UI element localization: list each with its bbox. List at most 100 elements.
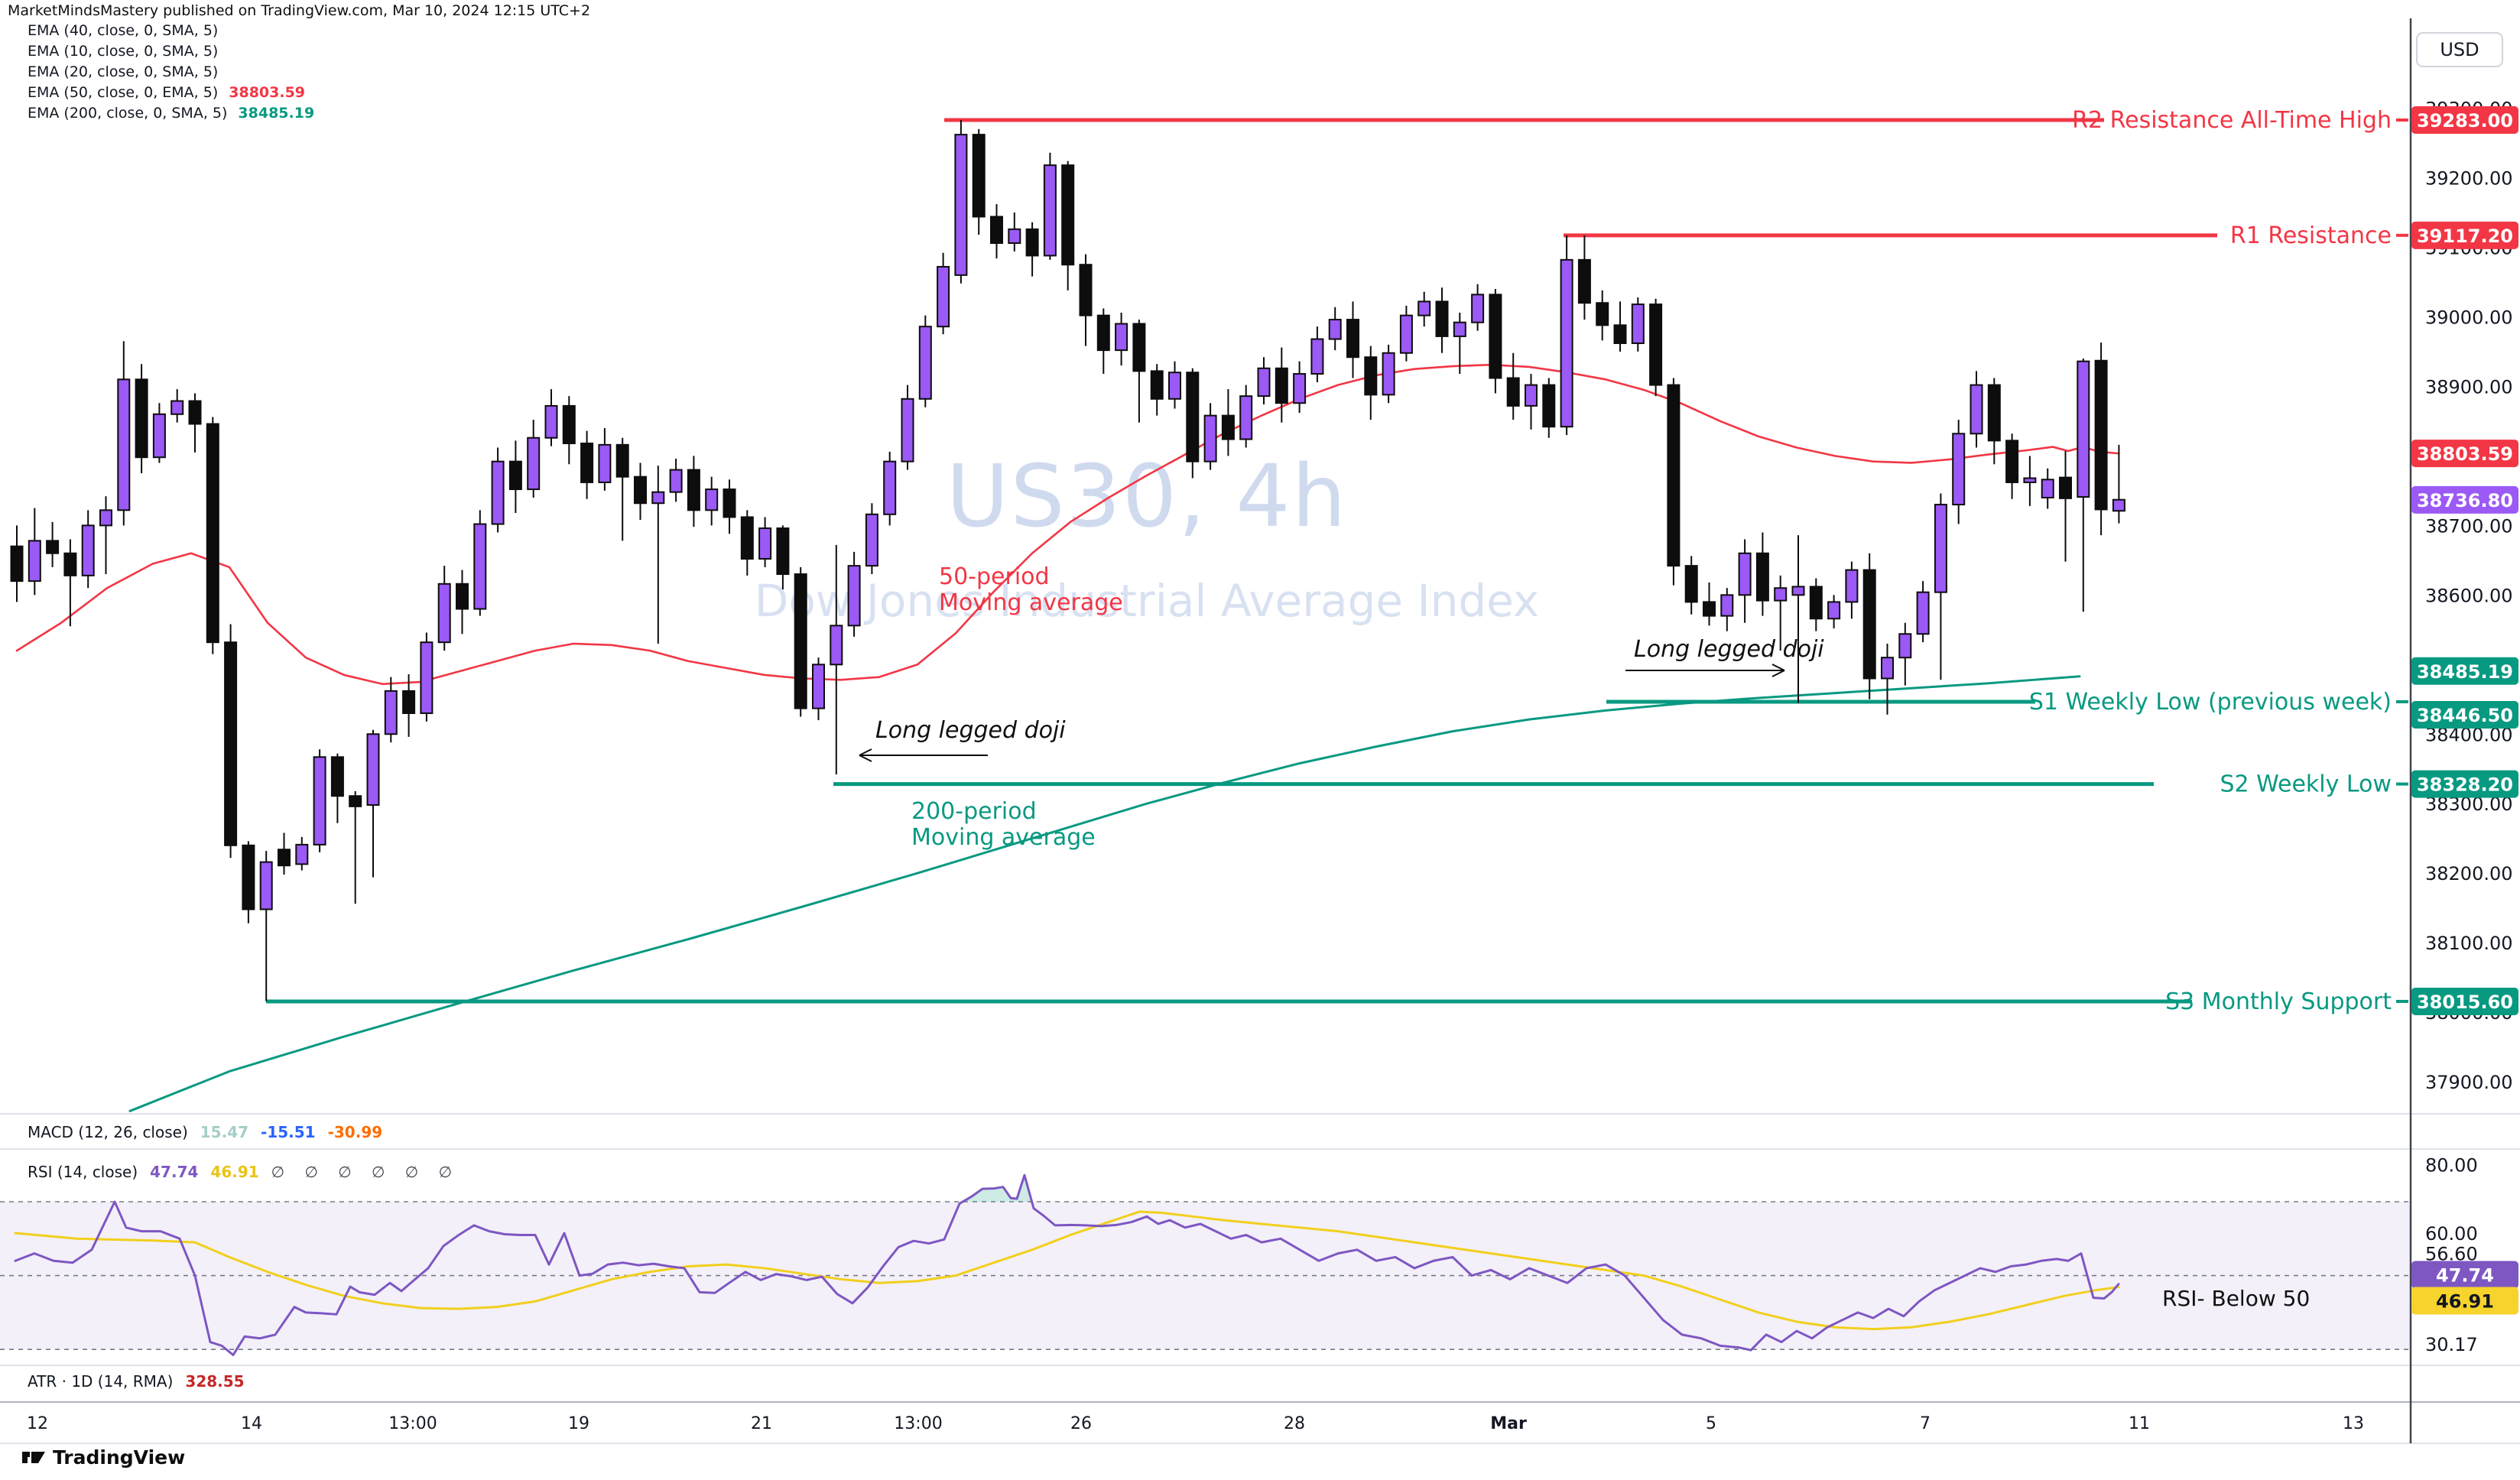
axis-badges: 39283.00 39117.20 38446.50 38328.20 38015.60…	[2411, 106, 2518, 1315]
candle-bullish	[883, 460, 897, 515]
price-tick-label: 39000.00	[2425, 307, 2513, 328]
candle-bearish	[278, 849, 291, 867]
annotation-50ma[interactable]: 50-period Moving average	[939, 563, 1123, 616]
candle-bullish	[847, 565, 861, 627]
candle-bullish	[170, 400, 184, 415]
price-tick-label: 38100.00	[2425, 933, 2513, 954]
annotation-long-legged-doji-1[interactable]: Long legged doji	[875, 717, 1066, 744]
candle-bearish	[2094, 359, 2108, 511]
candle-bullish	[1720, 594, 1734, 617]
candle-bullish	[669, 469, 683, 493]
price-tick-label: 38200.00	[2425, 863, 2513, 884]
candle-bullish	[1418, 300, 1431, 316]
price-tick-label: 38600.00	[2425, 585, 2513, 606]
atr-value: 328.55	[185, 1372, 245, 1391]
candles-layer	[10, 120, 2125, 1001]
candle-bearish	[1577, 258, 1591, 304]
candle-bullish	[1774, 587, 1788, 602]
candle-bearish	[1542, 384, 1556, 428]
price-tick-label: 37900.00	[2425, 1072, 2513, 1093]
candle-bearish	[1346, 319, 1359, 359]
axis-badge-text: 47.74	[2436, 1265, 2494, 1287]
candle-bearish	[615, 443, 629, 478]
candle-bearish	[1096, 314, 1110, 352]
time-tick-label: 14	[241, 1414, 262, 1433]
legend-row-ema40[interactable]: EMA (40, close, 0, SMA, 5)	[28, 22, 219, 39]
ema50-value: 38803.59	[229, 84, 306, 101]
candle-bearish	[224, 641, 238, 846]
axis-badge	[2411, 1287, 2518, 1315]
candle-bearish	[1684, 565, 1698, 603]
candle-bearish	[1061, 164, 1075, 266]
candle-bullish	[1310, 338, 1324, 375]
time-tick-label: 13:00	[894, 1414, 942, 1433]
legend-row-ema200[interactable]: EMA (200, close, 0, SMA, 5) 38485.19	[28, 105, 315, 122]
candle-bearish	[1186, 372, 1200, 462]
atr-legend-row[interactable]: ATR · 1D (14, RMA) 328.55	[28, 1372, 257, 1391]
rsi-line	[14, 1173, 2120, 1356]
candle-bullish	[865, 513, 878, 567]
candle-bearish	[242, 844, 255, 910]
candle-bullish	[1738, 552, 1752, 596]
time-tick-label: Mar	[1490, 1414, 1527, 1433]
atr-label: ATR · 1D (14, RMA)	[28, 1372, 174, 1391]
candle-bearish	[508, 460, 522, 491]
candle-bullish	[1791, 586, 1805, 596]
arrow-head	[859, 748, 872, 756]
time-tick-label: 5	[1706, 1414, 1716, 1433]
currency-toggle-button[interactable]: USD	[2416, 32, 2503, 67]
annotation-rsi-below-50[interactable]: RSI- Below 50	[2162, 1286, 2311, 1311]
rsi-tick-label: 80.00	[2425, 1155, 2478, 1177]
time-tick-label: 19	[568, 1414, 589, 1433]
macd-value-hist: 15.47	[200, 1123, 249, 1141]
legend-row-ema20[interactable]: EMA (20, close, 0, SMA, 5)	[28, 63, 219, 80]
candle-bearish	[1364, 356, 1378, 396]
candle-bullish	[420, 641, 434, 714]
price-tick-label: 39200.00	[2425, 168, 2513, 190]
candle-bullish	[1168, 372, 1181, 400]
axis-badge-text: 39283.00	[2417, 110, 2513, 131]
candle-bearish	[330, 756, 344, 797]
candle-bearish	[1809, 586, 1823, 620]
candle-bearish	[1221, 414, 1235, 440]
candle-bullish	[758, 527, 772, 560]
annotation-long-legged-doji-2[interactable]: Long legged doji	[1634, 636, 1824, 663]
candle-bearish	[349, 795, 362, 807]
candle-bullish	[1257, 367, 1271, 398]
ema200-value: 38485.19	[238, 105, 315, 122]
candle-bearish	[634, 475, 647, 505]
candle-bullish	[1934, 504, 1947, 593]
candle-bullish	[117, 378, 131, 511]
candle-bearish	[1649, 303, 1663, 386]
tradingview-logo	[22, 1452, 45, 1463]
candle-bearish	[562, 404, 576, 445]
legend-row-ema10[interactable]: EMA (10, close, 0, SMA, 5)	[28, 43, 219, 60]
legend-row-ema50[interactable]: EMA (50, close, 0, EMA, 5) 38803.59	[28, 84, 306, 101]
candle-bearish	[135, 378, 148, 459]
candle-bearish	[1987, 384, 2001, 442]
candle-bullish	[1898, 633, 1912, 659]
rsi-ma-value: 46.91	[210, 1163, 259, 1181]
candle-bearish	[1862, 569, 1876, 680]
time-axis[interactable]: 12 14 13:00 19 21 13:00 26 28 Mar 5 7 11 13	[27, 1414, 2364, 1433]
price-tick-label: 38900.00	[2425, 376, 2513, 398]
candle-bearish	[1506, 377, 1520, 407]
candle-bullish	[473, 523, 487, 610]
candle-bullish	[259, 861, 273, 910]
macd-legend-row[interactable]: MACD (12, 26, close) 15.47 -15.51 -30.99	[28, 1123, 395, 1141]
tradingview-brand: TradingView	[53, 1446, 186, 1469]
rsi-legend-row[interactable]: RSI (14, close) 47.74 46.91 ∅ ∅ ∅ ∅ ∅ ∅	[28, 1163, 472, 1181]
candle-bullish	[830, 625, 843, 666]
candle-bearish	[10, 545, 24, 583]
axis-badge	[2411, 106, 2518, 134]
candle-bearish	[794, 573, 807, 709]
time-tick-label: 11	[2129, 1414, 2150, 1433]
candle-bullish	[598, 443, 612, 483]
time-tick-label: 13:00	[388, 1414, 437, 1433]
ema200-line	[128, 675, 2081, 1112]
axis-badge	[2411, 770, 2518, 798]
candle-bullish	[2077, 360, 2090, 498]
annotation-200ma[interactable]: 200-period Moving average	[911, 798, 1096, 851]
indicator-legend[interactable]: EMA (40, close, 0, SMA, 5) EMA (10, clos…	[28, 21, 314, 124]
